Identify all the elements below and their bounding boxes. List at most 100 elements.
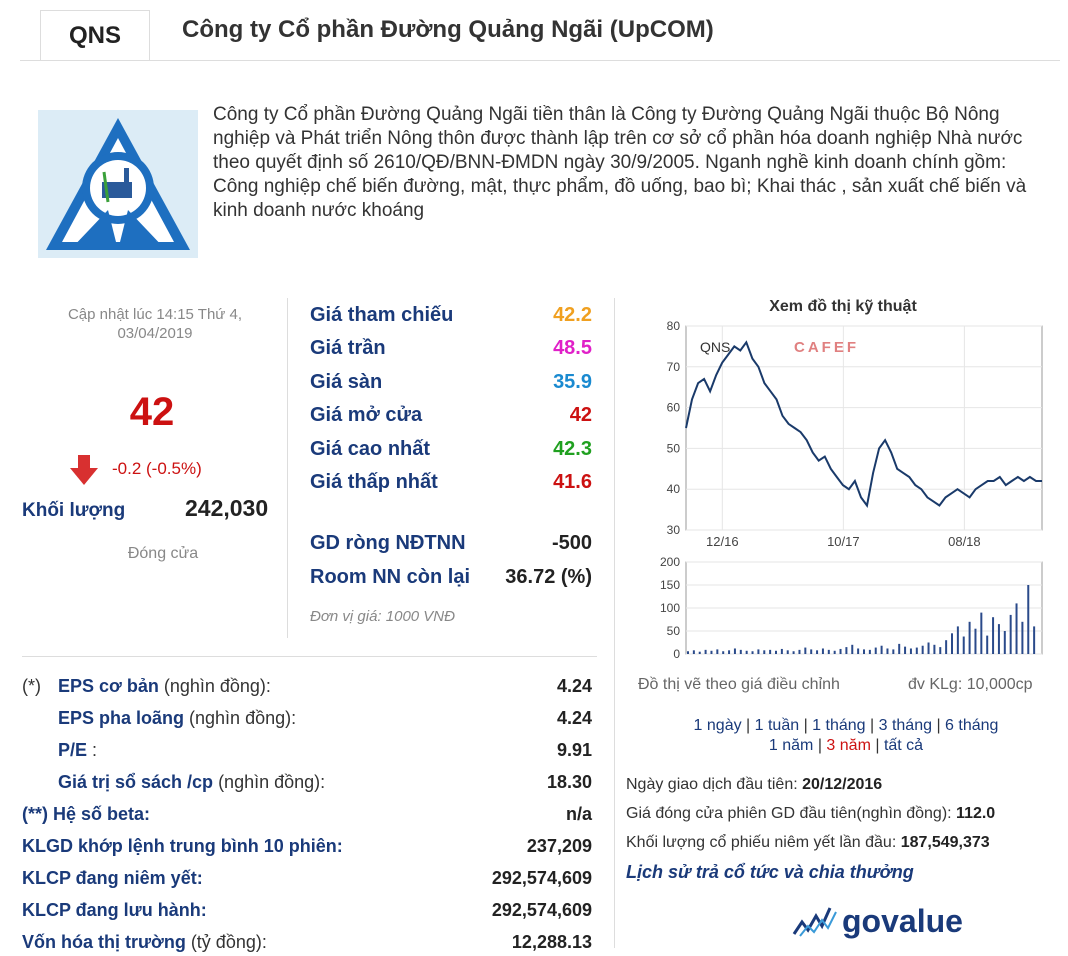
stat-label: (**) Hệ số beta: — [22, 804, 150, 825]
stat-row: Giá trị sổ sách /cp (nghìn đồng): 18.30 — [22, 768, 592, 796]
period-link[interactable]: 6 tháng — [945, 717, 999, 734]
price-change: -0.2 (-0.5%) — [112, 459, 202, 478]
price-label: Giá cao nhất — [310, 437, 431, 460]
foreign-room-row: Room NN còn lại 36.72 (%) — [310, 562, 592, 592]
stat-label: Giá trị sổ sách /cp (nghìn đồng): — [22, 772, 325, 793]
stat-value: 18.30 — [546, 771, 592, 792]
chart-note: Đồ thị vẽ theo giá điều chỉnh — [638, 676, 840, 693]
price-plot-frame — [685, 325, 1043, 531]
stat-row: KLCP đang lưu hành: 292,574,609 — [22, 896, 592, 924]
stat-value: n/a — [565, 803, 592, 824]
series-label: QNS — [700, 339, 730, 355]
period-link[interactable]: 1 tháng — [812, 717, 866, 734]
stat-label-bold: KLCP đang lưu hành: — [22, 899, 207, 920]
listing-info-row: Giá đóng cửa phiên GD đầu tiên(nghìn đồn… — [626, 805, 995, 823]
listing-info-label: Giá đóng cửa phiên GD đầu tiên(nghìn đồn… — [626, 805, 957, 822]
volume-tick-label: 0 — [673, 647, 680, 661]
stat-row: (**) Hệ số beta: n/a — [22, 800, 592, 828]
stat-label-unit: (tỷ đồng): — [185, 931, 267, 952]
price-tick-label: 70 — [667, 360, 681, 374]
update-time: Cập nhật lúc 14:15 Thứ 4, 03/04/2019 — [67, 306, 243, 342]
price-tick-label: 60 — [667, 401, 681, 415]
stat-label: KLGD khớp lệnh trung bình 10 phiên: — [22, 836, 343, 857]
price-value: 42.2 — [553, 303, 592, 326]
stat-row: KLGD khớp lệnh trung bình 10 phiên: 237,2… — [22, 832, 592, 860]
ticker-tab[interactable]: QNS — [40, 10, 150, 61]
company-description: Công ty Cổ phần Đường Quảng Ngãi tiền th… — [213, 104, 1027, 221]
stat-row: P/E : 9.91 — [22, 736, 592, 764]
price-line — [685, 340, 1042, 508]
stat-label: Vốn hóa thị trường (tỷ đồng): — [22, 932, 267, 953]
stat-label-unit: (nghìn đồng): — [213, 771, 326, 792]
govalue-logo-icon: govalue — [790, 898, 1030, 942]
price-tick-label: 30 — [667, 523, 681, 537]
stat-value: 4.24 — [556, 675, 592, 696]
section-divider — [22, 656, 597, 657]
price-row: Giá trần 48.5 — [310, 334, 592, 364]
stat-label-bold: KLGD khớp lệnh trung bình 10 phiên: — [22, 835, 343, 856]
period-separator: | — [799, 717, 813, 734]
stat-label-bold: P/E — [58, 739, 88, 760]
price-value: 48.5 — [553, 337, 592, 359]
price-chart[interactable]: 80 70 60 50 40 30 12/16 10/17 08/18 QNS CAFEF 200 15… — [630, 318, 1060, 670]
stat-label: KLCP đang lưu hành: — [22, 900, 207, 921]
price-value: 41.6 — [553, 471, 592, 493]
dividend-history-link[interactable]: Lịch sử trả cổ tức và chia thưởng — [626, 862, 914, 882]
price-label: Giá sàn — [310, 370, 383, 393]
unit-note: Đơn vị giá: 1000 VNĐ — [310, 608, 455, 625]
foreign-room-label: Room NN còn lại — [310, 565, 471, 588]
stat-value: 4.24 — [556, 707, 592, 728]
stat-label-unit: (nghìn đồng): — [158, 675, 271, 696]
stat-prefix: (*) — [22, 675, 41, 696]
stat-value: 292,574,609 — [491, 867, 592, 888]
period-separator: | — [813, 737, 827, 754]
cafef-watermark: CAFEF — [794, 339, 859, 356]
listing-info-value: 20/12/2016 — [802, 776, 883, 793]
foreign-net-value: -500 — [551, 531, 592, 554]
price-row: Giá mở cửa 42 — [310, 401, 592, 431]
volume-tick-label: 150 — [660, 578, 680, 592]
period-link[interactable]: 3 tháng — [878, 717, 932, 734]
price-row: Giá thấp nhất 41.6 — [310, 468, 592, 498]
stat-label-bold: KLCP đang niêm yết: — [22, 867, 203, 888]
price-tick-label: 50 — [667, 441, 681, 455]
market-status: Đóng cửa — [127, 545, 199, 562]
stat-label-bold: (**) Hệ số beta: — [22, 803, 151, 824]
price-label: Giá mở cửa — [310, 404, 423, 426]
price-value: 35.9 — [553, 370, 592, 393]
price-row: Giá sàn 35.9 — [310, 367, 592, 397]
chart-title[interactable]: Xem đồ thị kỹ thuật — [769, 298, 917, 315]
period-selector: 1 ngày | 1 tuần | 1 tháng | 3 tháng | 6 … — [626, 716, 1066, 756]
header-divider — [20, 60, 1060, 61]
stat-row: Vốn hóa thị trường (tỷ đồng): 12,288.13 — [22, 928, 592, 956]
current-price: 42 — [129, 390, 175, 434]
stat-value: 292,574,609 — [491, 899, 592, 920]
stat-value: 9.91 — [556, 739, 592, 760]
stat-label-bold: EPS cơ bản — [58, 675, 159, 696]
period-separator: | — [870, 737, 884, 754]
stat-label-bold: EPS pha loãng — [58, 707, 185, 728]
chart-divider — [614, 298, 615, 948]
foreign-room-value: 36.72 (%) — [505, 565, 592, 588]
price-value: 42 — [569, 404, 592, 426]
stat-label-bold: Vốn hóa thị trường — [22, 931, 186, 952]
volume-unit: đv KLg: 10,000cp — [908, 676, 1033, 693]
listing-info-label: Khối lượng cổ phiếu niêm yết lần đầu: — [626, 834, 901, 851]
x-tick-label: 12/16 — [706, 534, 739, 549]
volume-tick-label: 50 — [667, 624, 681, 638]
volume-tick-label: 200 — [660, 555, 680, 569]
volume-tick-label: 100 — [660, 601, 680, 615]
period-link[interactable]: 1 năm — [768, 737, 814, 754]
price-label: Giá tham chiếu — [310, 303, 454, 326]
volume-value: 242,030 — [185, 495, 269, 521]
period-link[interactable]: 1 tuần — [754, 717, 800, 734]
company-title: Công ty Cổ phần Đường Quảng Ngãi (UpCOM) — [182, 16, 714, 43]
stat-label-unit: (nghìn đồng): — [184, 707, 297, 728]
volume-label: Khối lượng — [22, 500, 126, 521]
period-link[interactable]: 3 năm — [826, 737, 871, 754]
period-link[interactable]: 1 ngày — [693, 717, 742, 734]
price-tick-label: 80 — [667, 319, 681, 333]
period-link[interactable]: tất cả — [883, 737, 924, 754]
period-separator: | — [741, 717, 755, 734]
stat-label: (*) EPS cơ bản (nghìn đồng): — [22, 676, 271, 697]
